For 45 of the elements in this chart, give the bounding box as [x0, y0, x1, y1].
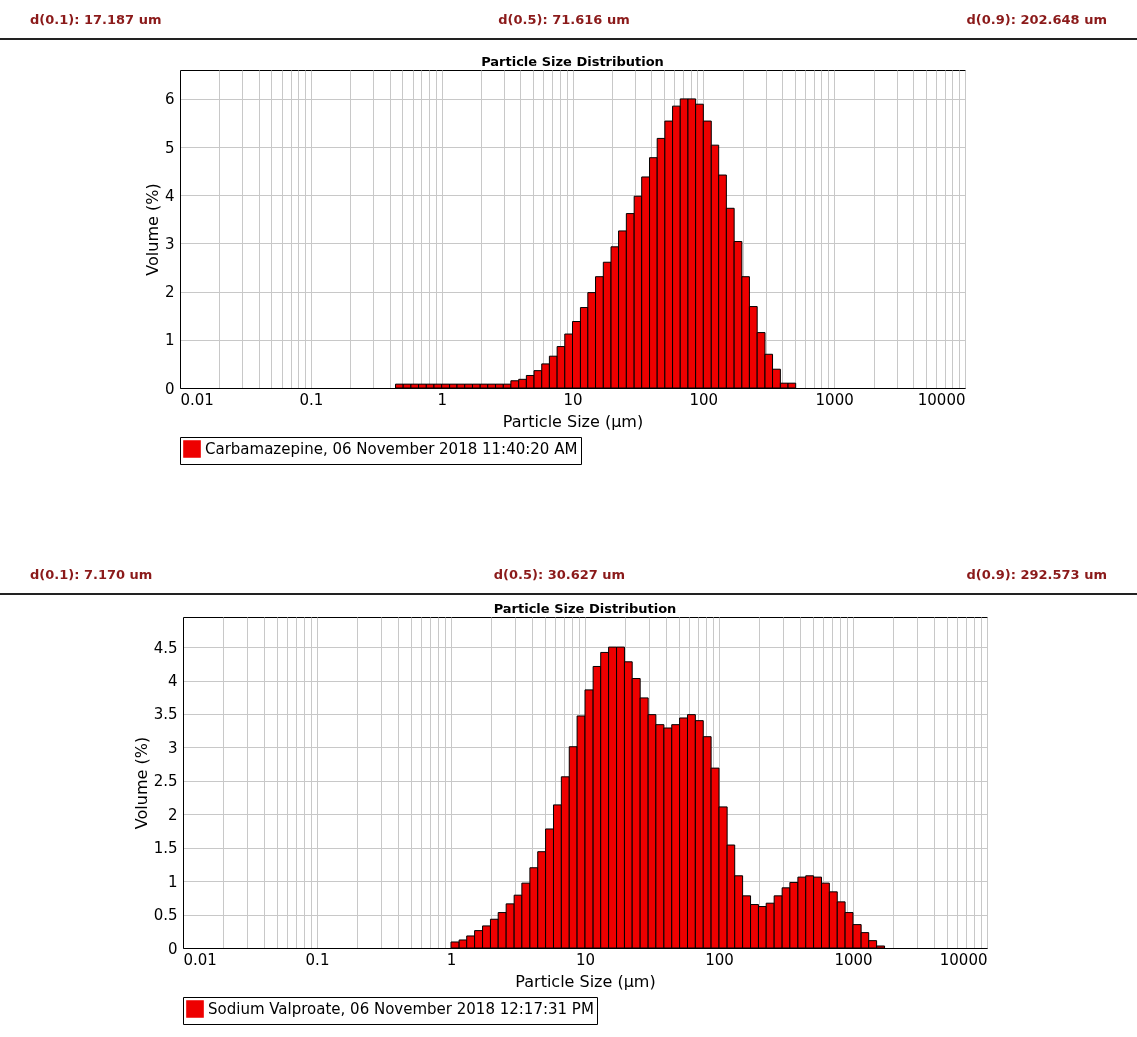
legend-label: Sodium Valproate, 06 November 2018 12:17:31 PM — [208, 1000, 594, 1018]
x-tick-label: 0.1 — [305, 950, 330, 969]
y-axis-title: Volume (%) — [142, 183, 162, 276]
y-tick-label: 6 — [164, 90, 175, 109]
x-tick-label: 1 — [446, 950, 457, 969]
y-tick-label: 2 — [167, 805, 178, 824]
y-tick-label: 1 — [167, 872, 178, 891]
y-tick-label: 4 — [164, 186, 175, 205]
y-tick-label: 3.5 — [153, 705, 178, 724]
x-axis-title: Particle Size (µm) — [502, 411, 644, 431]
x-tick-label: 10 — [563, 390, 583, 409]
y-tick-label: 5 — [164, 138, 175, 157]
x-tick-label: 10000 — [917, 390, 966, 409]
y-tick-label: 0 — [167, 939, 178, 958]
y-tick-label: 2 — [164, 283, 175, 302]
x-tick-label: 1000 — [834, 950, 873, 969]
x-tick-label: 10000 — [939, 950, 988, 969]
chart-title: Particle Size Distribution — [481, 54, 664, 69]
y-tick-label: 1.5 — [153, 839, 178, 858]
text: d(0.1): 7.170 um — [30, 566, 153, 582]
x-axis-title: Particle Size (µm) — [515, 971, 656, 991]
legend-label: Carbamazepine, 06 November 2018 11:40:20 AM — [205, 440, 578, 458]
y-tick-label: 4 — [167, 672, 178, 691]
x-tick-label: 100 — [705, 950, 734, 969]
text: d(0.5): 71.616 um — [498, 11, 630, 27]
y-tick-label: 3 — [167, 738, 178, 757]
y-tick-label: 1 — [164, 331, 175, 350]
x-tick-label: 0.01 — [180, 390, 214, 409]
y-tick-label: 0.5 — [153, 906, 178, 925]
y-tick-label: 3 — [164, 234, 175, 253]
text: d(0.1): 17.187 um — [30, 11, 162, 27]
x-tick-label: 1000 — [815, 390, 854, 409]
x-tick-label: 0.1 — [299, 390, 324, 409]
text: d(0.9): 292.573 um — [966, 566, 1107, 582]
y-tick-label: 2.5 — [153, 772, 178, 791]
x-tick-label: 10 — [575, 950, 596, 969]
y-tick-label: 0 — [164, 379, 175, 398]
text: d(0.9): 202.648 um — [966, 11, 1107, 27]
chart-title: Particle Size Distribution — [493, 601, 677, 616]
x-tick-label: 100 — [689, 390, 719, 409]
x-tick-label: 1 — [437, 390, 447, 409]
text: d(0.5): 30.627 um — [493, 566, 626, 582]
y-tick-label: 4.5 — [153, 638, 178, 657]
y-axis-title: Volume (%) — [131, 736, 151, 830]
x-tick-label: 0.01 — [183, 950, 217, 969]
